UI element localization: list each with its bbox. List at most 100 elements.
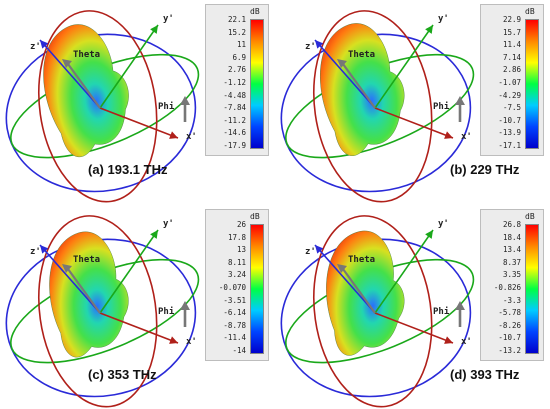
scale-tick-label: -6.14 [223,308,246,318]
phi-indicator-head [180,96,190,105]
scale-unit: dB [250,212,260,221]
x-axis-arrow-head [169,131,178,139]
x-axis-arrow [374,107,454,139]
scale-tick-label: 26.8 [502,220,521,229]
scale-tick-label: 15.2 [227,27,246,37]
phi-axis-label: Phi [433,102,450,112]
color-gradient-bar [250,224,264,354]
panel-a: z' y' x' Theta Phi dB 22.1 15.2 11 6.9 2.76 -1.12 -4… [0,0,275,204]
phi-axis-label: Phi [158,307,175,317]
scale-tick-label: -17.1 [498,141,521,150]
scale-tick-label: -7.84 [223,103,246,113]
y-axis-arrow-head [150,25,158,34]
scale-tick-label: 17.8 [227,232,246,242]
y-axis-arrow [374,229,434,314]
theta-indicator-arrow [342,63,376,109]
scale-tick-label: 15.7 [502,27,521,37]
scale-tick-label: -5.78 [498,308,521,318]
scale-tick-label: -1.12 [223,78,246,87]
theta-indicator-head [337,264,347,273]
theta-axis-label: Theta [348,255,376,265]
scale-tick-label: -8.78 [223,320,246,330]
color-scale-legend: dB 26 17.8 13 8.11 3.24 -0.070 -3.51 -6.14 -8.78 -… [205,209,269,361]
theta-axis-label: Theta [73,255,101,265]
panel-caption: (b) 229 THz [450,162,520,177]
theta-axis-label: Theta [73,50,101,60]
theta-indicator-arrow [67,268,101,314]
x-axis-label: x' [461,337,472,347]
scale-tick-label: -13.9 [498,128,521,138]
x-axis-arrow [99,107,179,139]
phi-indicator-head [180,301,190,310]
scale-tick-label: -3.3 [502,295,521,305]
z-axis-arrow [39,244,101,314]
radiation-pattern-plot [5,10,200,203]
scale-unit: dB [525,212,535,221]
z-axis-arrow-head [40,245,49,254]
scale-tick-label: -8.26 [498,320,521,330]
scale-tick-label: -3.51 [223,295,246,305]
scale-tick-label: 6.9 [232,52,246,62]
scale-tick-label: -17.9 [223,141,246,150]
theta-indicator-head [62,264,72,273]
phi-indicator-head [455,301,465,310]
radiation-lobe [326,230,405,356]
radiation-pattern-plot [5,215,200,408]
z-axis-arrow-head [40,40,49,49]
scale-tick-label: -4.29 [498,90,521,100]
color-gradient-bar [525,19,539,149]
color-scale-legend: dB 26.8 18.4 13.4 8.37 3.35 -0.826 -3.3 -5.78 -8.… [480,209,544,361]
x-axis-arrow [374,312,454,344]
panel-d: z' y' x' Theta Phi dB 26.8 18.4 13.4 8.37 3.35 -0.8… [275,205,550,409]
panel-caption: (c) 353 THz [88,367,157,382]
z-axis-label: z' [30,42,41,52]
panel-caption: (d) 393 THz [450,367,520,382]
scale-tick-label: -7.5 [502,103,521,113]
scale-tick-label: 11 [236,40,246,50]
z-axis-arrow-head [315,40,324,49]
y-axis-arrow-head [150,230,158,239]
y-axis-arrow [99,229,159,314]
z-axis-arrow [39,39,101,109]
scale-tick-label: 13.4 [502,245,521,255]
z-axis-arrow-head [315,245,324,254]
color-gradient-bar [525,224,539,354]
phi-axis-label: Phi [433,307,450,317]
scale-tick-label: 3.35 [502,270,521,280]
scale-tick-label: 2.86 [502,65,521,75]
scale-tick-label: 13 [236,245,246,255]
scale-unit: dB [250,7,260,16]
z-axis-arrow [314,39,376,109]
radiation-lobe [49,231,129,358]
y-axis-arrow-head [425,25,433,34]
theta-indicator-head [337,59,347,68]
y-axis-label: y' [438,14,449,24]
scale-tick-label: 18.4 [502,232,521,242]
theta-indicator-arrow [67,63,101,109]
color-gradient-bar [250,19,264,149]
scale-tick-label: 22.1 [227,15,246,24]
theta-circle-red [312,10,433,203]
panel-caption: (a) 193.1 THz [88,162,168,177]
x-axis-arrow-head [169,336,178,344]
radiation-pattern-plot [280,215,475,408]
panel-c: z' y' x' Theta Phi dB 26 17.8 13 8.11 3.24 -0.070 -3… [0,205,275,409]
scale-tick-label: -14.6 [223,128,246,138]
x-axis-arrow [99,312,179,344]
scale-tick-label: -13.2 [498,346,521,355]
x-axis-arrow-head [444,131,453,139]
x-axis-label: x' [186,132,197,142]
theta-circle-red [37,10,158,203]
phi-indicator-head [455,96,465,105]
scale-tick-label: 7.14 [502,52,521,62]
theta-circle-red [37,215,158,408]
panel-b: z' y' x' Theta Phi dB 22.9 15.7 11.4 7.14 2.86 -1.0… [275,0,550,204]
scale-tick-label: -0.070 [218,283,246,292]
scale-tick-label: -11.4 [223,333,246,343]
scale-tick-label: 11.4 [502,40,521,50]
y-axis-arrow [374,24,434,109]
y-axis-arrow [99,24,159,109]
scale-tick-label: 8.11 [227,257,246,267]
scale-tick-label: -1.07 [498,78,521,87]
scale-tick-label: -4.48 [223,90,246,100]
